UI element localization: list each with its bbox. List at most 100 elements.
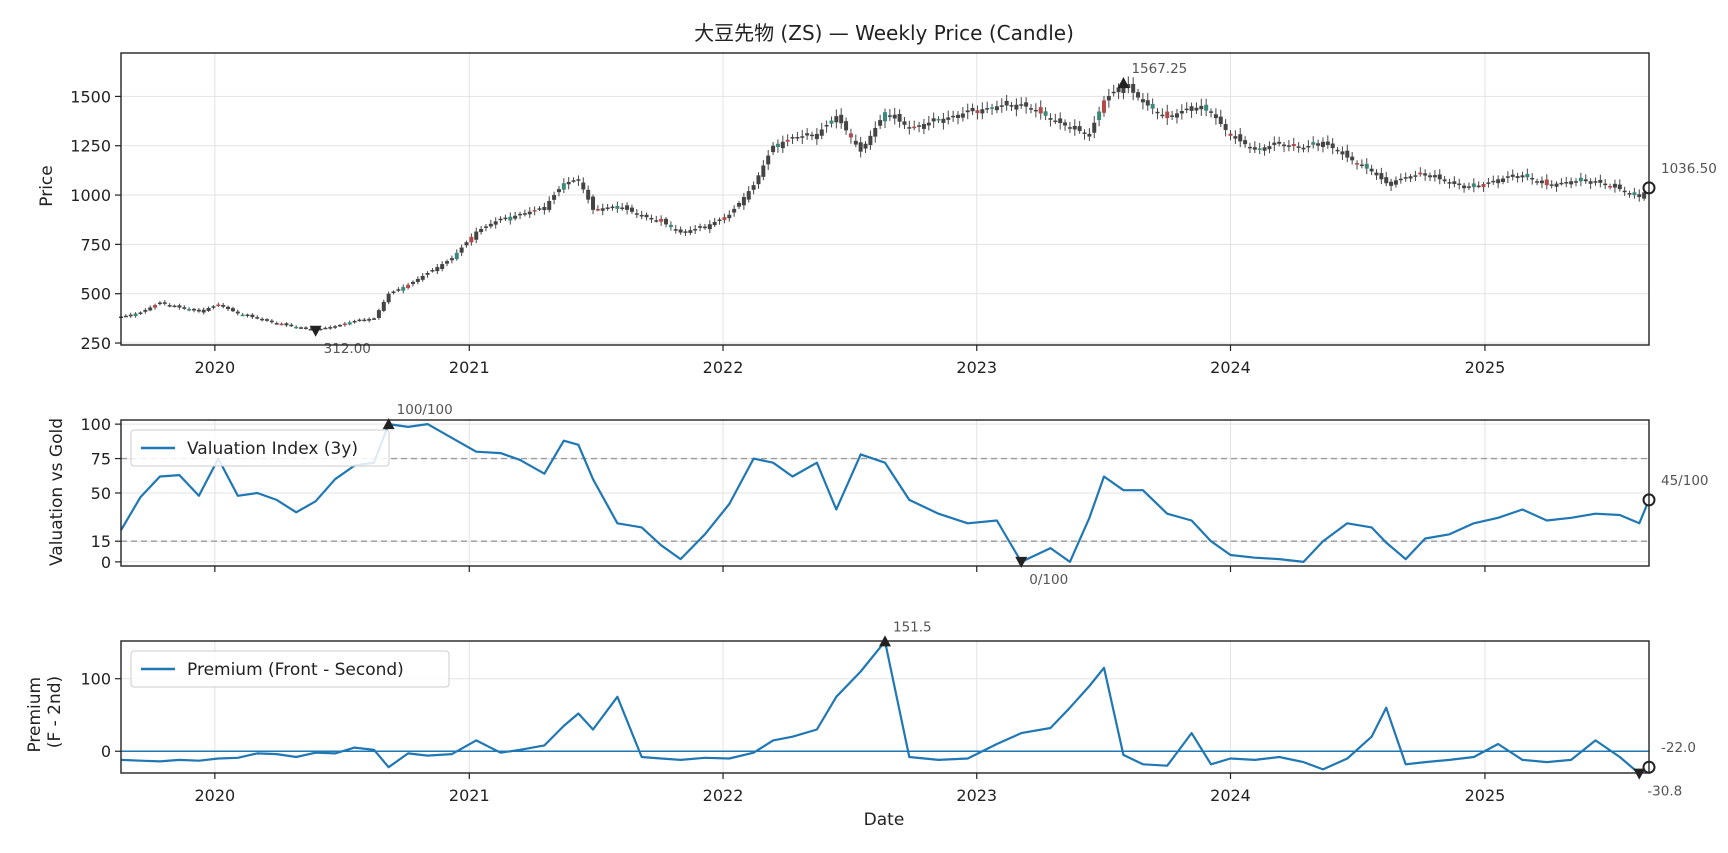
candle-body [420,275,425,280]
legend-box [130,429,390,467]
candle-body [148,307,153,311]
candle-body [1140,99,1145,103]
price-panel: Price 2020 2021 2022 2023 2024 2025 250 500 750 1… [37,52,1717,377]
candle-body [459,247,464,253]
candle-body [654,220,659,222]
candle-body [936,118,941,121]
candle-body [221,304,226,307]
premium-axis-label-line2: (F - 2nd) [45,676,65,748]
candle-body [269,320,274,323]
candle-body [445,261,450,264]
candle-body [226,306,231,309]
valuation-panel: Valuation vs Gold 0 15 50 75 100 100/100 0/100… [47,402,1709,588]
candle-body [1155,111,1160,114]
candle-body [167,305,172,307]
candle-body [527,211,532,215]
last-label: 1036.50 [1661,161,1717,177]
candle-body [1350,156,1355,161]
candle-body [162,302,167,304]
candle-body [245,314,250,317]
candle-body [1101,100,1106,113]
max-marker [1117,77,1130,89]
min-label: -30.8 [1647,784,1682,800]
candle-body [542,206,547,211]
x-tick-label: 2022 [703,786,744,805]
candle-body [1578,177,1583,182]
candle-body [1432,175,1437,178]
candle-body [941,118,946,123]
y-tick-label: 100 [80,415,111,434]
candle-body [1296,146,1301,148]
candle-body [1423,173,1428,176]
candle-body [1476,185,1481,188]
candle-body [1530,177,1535,180]
plot-frame [120,419,1650,567]
candle-body [1359,164,1364,167]
candle-body [1593,181,1598,183]
candle-body [201,309,206,313]
candle-body [1028,108,1033,110]
candle-body [629,207,634,212]
candle-body [435,267,440,272]
candle-body [401,287,406,291]
candle-body [187,308,192,311]
candle-body [498,218,503,221]
candle-body [834,116,839,123]
candle-body [1165,111,1170,119]
candle-body [250,314,255,318]
candle-body [980,109,985,114]
last-label: -22.0 [1661,740,1696,756]
candle-body [323,327,328,330]
candle-body [372,318,377,320]
candle-body [230,308,235,312]
candle-body [182,307,187,309]
y-tick-label: 1000 [70,186,111,205]
candle-body [240,314,245,317]
candle-body [1019,104,1024,106]
candle-body [1364,163,1369,169]
last-label: 45/100 [1661,473,1709,489]
candle-body [255,317,260,319]
candle-body [1418,172,1423,175]
candle-body [1583,179,1588,182]
x-tick-label: 2022 [703,358,744,377]
candle-body [1291,143,1296,147]
candle-body [1038,107,1043,114]
candle-body [1598,179,1603,183]
candle-body [1247,146,1252,149]
y-tick-label: 500 [80,285,111,304]
candle-body [172,305,177,308]
candle-body [396,289,401,291]
min-marker [1015,556,1028,568]
candle-body [620,207,625,210]
candle-body [284,323,289,326]
candle-body [1058,118,1063,124]
candle-body [586,189,591,200]
candle-body [1306,145,1311,148]
candle-body [883,112,887,122]
candle-body [1642,192,1647,199]
candle-body [912,126,917,129]
candle-body [732,208,737,213]
candle-body [337,324,342,327]
candle-body [897,113,902,122]
candle-body [328,327,333,329]
legend-label: Premium (Front - Second) [187,660,404,680]
y-tick-label: 50 [91,484,111,503]
y-tick-label: 1500 [70,87,111,106]
candle-body [1238,134,1243,142]
candle-body [1369,168,1374,172]
candle-body [415,278,420,282]
candle-body [1408,176,1413,179]
candle-body [819,129,824,136]
candle-body [1316,143,1321,146]
candle-body [1092,122,1097,133]
candle-body [1330,143,1335,149]
candle-body [746,191,751,200]
max-label: 100/100 [397,402,453,418]
candle-body [1277,141,1282,144]
candle-body [839,114,844,124]
candle-body [532,210,537,212]
candle-body [858,142,863,152]
valuation-axis-label: Valuation vs Gold [47,418,67,566]
